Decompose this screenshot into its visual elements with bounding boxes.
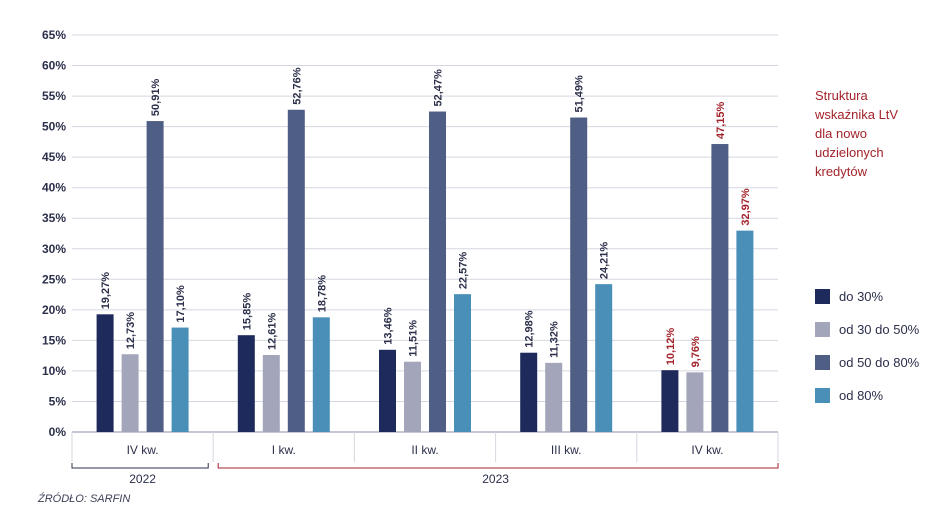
year-bracket bbox=[71, 463, 209, 469]
y-tick-label: 25% bbox=[42, 272, 66, 286]
year-bracket bbox=[217, 463, 779, 469]
chart-title-line: Struktura bbox=[815, 88, 868, 103]
bar bbox=[454, 294, 471, 432]
category-label: IV kw. bbox=[691, 443, 723, 457]
bar bbox=[287, 109, 305, 433]
data-label: 12,73% bbox=[125, 312, 137, 350]
legend-label: od 50 do 80% bbox=[839, 355, 920, 370]
category-label: III kw. bbox=[551, 443, 582, 457]
bar bbox=[379, 349, 396, 432]
chart-title: Struktura wskaźnika LtV dla nowo udzielo… bbox=[815, 86, 935, 181]
y-tick-label: 5% bbox=[49, 394, 67, 408]
legend-swatch bbox=[815, 322, 830, 337]
legend-label: od 30 do 50% bbox=[839, 322, 920, 337]
y-tick-label: 0% bbox=[49, 425, 67, 439]
data-label: 24,21% bbox=[599, 242, 611, 280]
y-tick-label: 50% bbox=[42, 120, 66, 134]
bar bbox=[171, 327, 189, 432]
data-label: 10,12% bbox=[665, 328, 677, 366]
y-tick-label: 60% bbox=[42, 59, 66, 73]
data-label: 50,91% bbox=[150, 79, 162, 117]
category-label: I kw. bbox=[272, 443, 296, 457]
bar bbox=[146, 121, 164, 433]
bars bbox=[96, 109, 754, 433]
bar bbox=[96, 314, 114, 432]
data-label: 52,47% bbox=[433, 69, 445, 107]
bar bbox=[312, 317, 330, 432]
year-groups: 2022 2023 bbox=[71, 463, 779, 486]
bar bbox=[520, 352, 538, 432]
source-note: ŹRÓDŁO: SARFIN bbox=[38, 493, 131, 505]
bar bbox=[661, 370, 679, 432]
y-tick-label: 45% bbox=[42, 150, 66, 164]
y-tick-label: 20% bbox=[42, 303, 66, 317]
data-label: 12,61% bbox=[266, 312, 278, 350]
data-label: 13,46% bbox=[383, 307, 395, 345]
y-tick-label: 65% bbox=[42, 28, 66, 42]
category-label: IV kw. bbox=[127, 443, 159, 457]
data-label: 9,76% bbox=[690, 336, 702, 367]
y-tick-label: 35% bbox=[42, 211, 66, 225]
category-label: II kw. bbox=[411, 443, 438, 457]
data-label: 11,51% bbox=[408, 320, 420, 357]
y-axis-ticks: 0% 5% 10% 15% 20% 25% 30% 35% 40% 45% 50% 55% 60% 65% bbox=[42, 28, 66, 439]
bar bbox=[545, 362, 563, 432]
legend-swatch bbox=[815, 289, 830, 304]
data-label: 15,85% bbox=[241, 293, 253, 331]
category-axis: IV kw. I kw. II kw. III kw. IV kw. bbox=[71, 432, 779, 462]
y-tick-label: 10% bbox=[42, 364, 66, 378]
legend-label: do 30% bbox=[839, 289, 884, 304]
data-label: 19,27% bbox=[100, 272, 112, 310]
bar bbox=[237, 335, 255, 432]
chart-title-line: udzielonych bbox=[815, 145, 884, 160]
data-label: 17,10% bbox=[175, 285, 187, 323]
bar bbox=[429, 111, 446, 432]
bar bbox=[711, 144, 729, 432]
chart-title-line: dla nowo bbox=[815, 126, 868, 141]
y-tick-label: 40% bbox=[42, 181, 66, 195]
y-tick-label: 55% bbox=[42, 89, 66, 103]
legend-swatch bbox=[815, 388, 830, 403]
bar bbox=[404, 361, 421, 432]
bar bbox=[570, 117, 588, 432]
legend-item-od-50-do-80: od 50 do 80% bbox=[815, 346, 919, 379]
legend-swatch bbox=[815, 355, 830, 370]
y-tick-label: 15% bbox=[42, 333, 66, 347]
gridlines bbox=[72, 34, 778, 433]
bar bbox=[595, 284, 613, 432]
data-label: 52,76% bbox=[291, 67, 303, 105]
bar bbox=[686, 372, 704, 432]
data-label: 22,57% bbox=[458, 252, 470, 290]
data-label: 11,32% bbox=[549, 321, 561, 358]
bar bbox=[121, 354, 139, 432]
data-label: 51,49% bbox=[574, 75, 586, 113]
legend-item-od-80: od 80% bbox=[815, 379, 919, 412]
legend-item-do-30: do 30% bbox=[815, 280, 919, 313]
bar bbox=[736, 230, 754, 432]
data-label: 18,78% bbox=[316, 275, 328, 313]
chart-title-line: wskaźnika LtV bbox=[815, 107, 899, 122]
legend: do 30% od 30 do 50% od 50 do 80% od 80% bbox=[815, 280, 919, 412]
bar bbox=[262, 354, 280, 432]
data-label: 32,97% bbox=[740, 188, 752, 226]
data-label: 47,15% bbox=[715, 101, 727, 139]
year-label: 2022 bbox=[129, 472, 156, 486]
legend-label: od 80% bbox=[839, 388, 884, 403]
chart-title-line: kredytów bbox=[815, 164, 868, 179]
year-label: 2023 bbox=[482, 472, 509, 486]
legend-item-od-30-do-50: od 30 do 50% bbox=[815, 313, 919, 346]
data-labels: 19,27% 12,73% 50,91% 17,10% 15,85% 12,61% 52,7… bbox=[100, 67, 752, 367]
y-tick-label: 30% bbox=[42, 242, 66, 256]
data-label: 12,98% bbox=[524, 310, 536, 348]
